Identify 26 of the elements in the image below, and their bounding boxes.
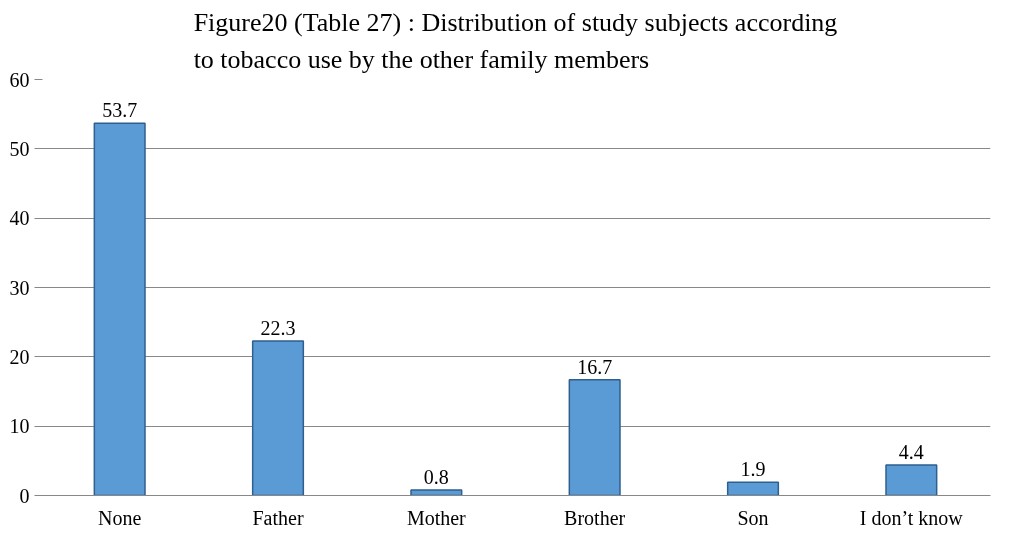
data-label: 4.4 [898,440,924,463]
y-tick-label: 30 [9,276,30,299]
x-tick-label: Mother [406,506,467,529]
chart-title: Figure20 (Table 27) : Distribution of study subjects according to tobacco use by the other family members [193,7,838,75]
bar [726,481,780,496]
x-tick-label: Brother [564,506,626,529]
y-tick-label: 40 [9,207,30,230]
y-tick-label: 60 [9,68,30,91]
x-tick-label: I don’t know [859,506,964,529]
x-tick-label: Son [737,506,769,529]
x-tick-label: Father [252,506,304,529]
bar [93,122,146,496]
y-tick-label: 0 [19,484,30,507]
y-tick-label: 50 [9,137,30,160]
bar [410,489,463,496]
data-label: 22.3 [260,316,296,339]
bar [251,340,305,496]
data-label: 1.9 [740,458,766,481]
bar [885,464,938,496]
data-label: 0.8 [423,465,449,488]
data-label: 53.7 [102,99,138,122]
y-tick-label: 20 [9,345,30,368]
x-tick-label: None [98,506,142,529]
y-tick-label: 10 [9,415,30,438]
data-label: 16.7 [577,355,613,378]
bar [568,378,621,496]
